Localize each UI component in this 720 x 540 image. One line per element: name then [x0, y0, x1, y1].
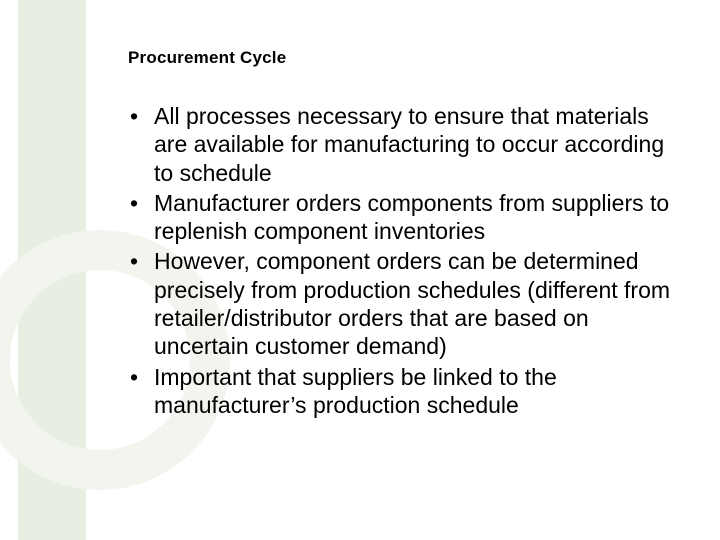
- bullet-list: All processes necessary to ensure that m…: [128, 102, 680, 419]
- bullet-item: However, component orders can be determi…: [128, 247, 680, 360]
- bullet-item: Manufacturer orders components from supp…: [128, 189, 680, 246]
- slide-title: Procurement Cycle: [128, 48, 680, 68]
- slide: Procurement Cycle All processes necessar…: [0, 0, 720, 540]
- content-area: Procurement Cycle All processes necessar…: [128, 48, 680, 421]
- bullet-item: All processes necessary to ensure that m…: [128, 102, 680, 187]
- bullet-item: Important that suppliers be linked to th…: [128, 363, 680, 420]
